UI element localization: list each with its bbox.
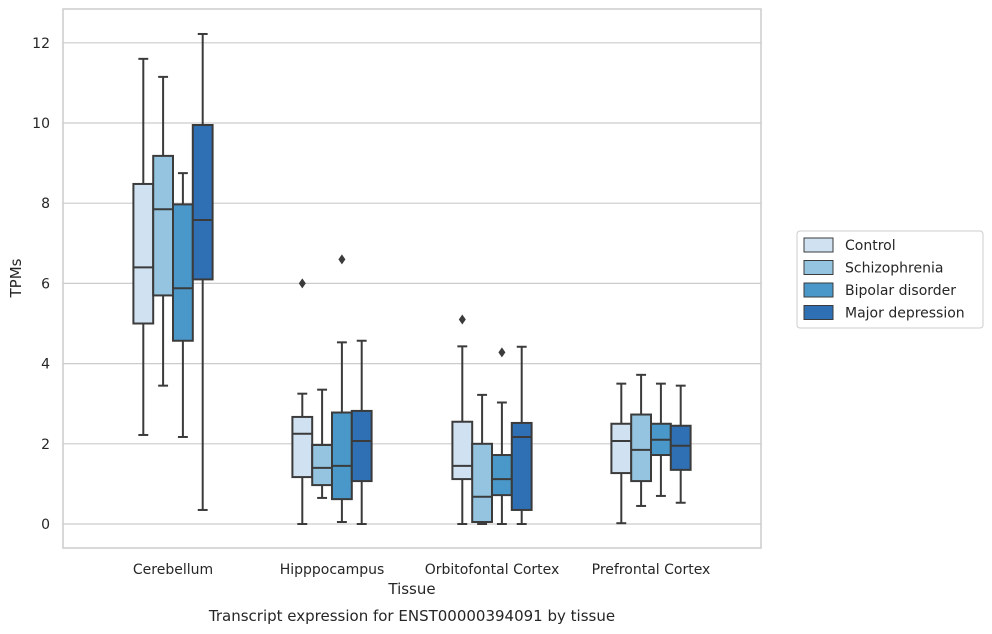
y-tick-label: 0 <box>41 517 50 533</box>
box-major-depression-orbitofontal-cortex <box>510 345 533 525</box>
box-major-depression-cerebellum <box>191 32 214 511</box>
box-schizophrenia-prefrontal-cortex <box>630 373 653 507</box>
legend-swatch <box>803 305 834 320</box>
y-tick-label: 6 <box>41 276 50 292</box>
x-tick-label: Hipppocampus <box>280 562 385 578</box>
x-tick-label: Prefrontal Cortex <box>592 562 711 578</box>
box-iqr <box>350 409 373 483</box>
outlier-point <box>298 278 306 289</box>
legend-label: Control <box>845 238 896 254</box>
box-iqr <box>471 442 494 523</box>
legend-label: Schizophrenia <box>845 261 943 277</box>
legend: Control Schizophrenia Bipolar disorder Majo… <box>796 230 984 329</box>
box-iqr <box>191 124 214 281</box>
box-iqr <box>610 422 633 475</box>
box-iqr <box>669 424 692 471</box>
box-major-depression-prefrontal-cortex <box>669 384 692 504</box>
box-bipolar-disorder-orbitofontal-cortex <box>491 347 513 525</box>
box-iqr <box>510 421 533 511</box>
box-bipolar-disorder-hipppocampus <box>331 254 353 523</box>
outlier-point <box>458 314 466 325</box>
legend-label: Major depression <box>845 306 965 322</box>
legend-swatch <box>803 260 834 275</box>
x-tick-labels: Cerebellum Hipppocampus Orbitofontal Corte… <box>133 562 710 578</box>
y-tick-label: 4 <box>41 357 50 373</box>
y-tick-labels: 0 2 4 6 8 10 12 <box>32 36 50 533</box>
legend-swatch <box>803 282 834 298</box>
outlier-point <box>338 254 346 265</box>
box-iqr <box>132 182 155 325</box>
box-iqr <box>331 411 353 501</box>
x-tick-label: Orbitofontal Cortex <box>425 562 560 578</box>
y-tick-label: 8 <box>41 196 50 212</box>
y-tick-label: 10 <box>32 116 50 132</box>
y-axis-label: TPMs <box>7 258 25 298</box>
legend-frame <box>796 230 984 329</box>
box-control-prefrontal-cortex <box>610 382 633 525</box>
plot-frame <box>62 8 762 549</box>
box-schizophrenia-orbitofontal-cortex <box>471 393 494 525</box>
box-iqr <box>451 420 474 481</box>
legend-label: Bipolar disorder <box>845 283 956 299</box>
y-tick-label: 2 <box>41 437 50 453</box>
x-axis-label: Tissue <box>387 580 435 598</box>
box-iqr <box>491 454 513 497</box>
box-iqr <box>311 444 334 487</box>
box-groups <box>132 32 692 525</box>
legend-swatch <box>803 237 834 253</box>
box-control-cerebellum <box>132 57 155 436</box>
box-schizophrenia-cerebellum <box>152 75 174 387</box>
outlier-point <box>498 347 506 358</box>
x-tick-label: Cerebellum <box>133 562 213 578</box>
box-iqr <box>172 203 194 342</box>
box-iqr <box>291 415 314 479</box>
box-iqr <box>630 413 653 483</box>
box-control-orbitofontal-cortex <box>451 314 474 525</box>
box-major-depression-hipppocampus <box>350 339 373 525</box>
y-tick-label: 12 <box>32 36 50 52</box>
box-iqr <box>152 154 174 297</box>
chart-caption: Transcript expression for ENST0000039409… <box>208 607 615 625</box>
